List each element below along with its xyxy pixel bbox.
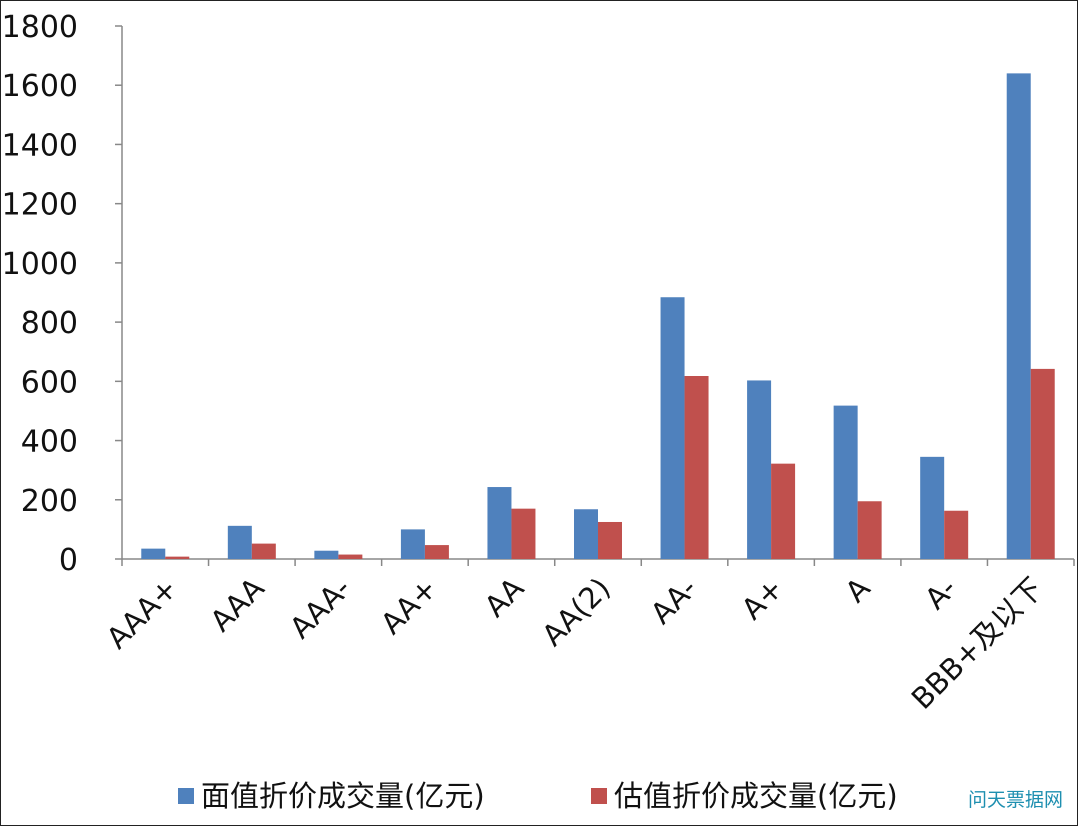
- bar-valuation-6: [684, 376, 709, 559]
- x-category-label: AA: [478, 571, 531, 624]
- x-category-label: A-: [918, 571, 963, 616]
- y-tick-label: 1000: [2, 247, 78, 282]
- bar-valuation-8: [857, 501, 882, 559]
- y-tick-labels: 0 200 400 600 800 1000 1200 1400 1600 1800: [2, 10, 78, 578]
- y-tick-label: 600: [21, 365, 78, 400]
- axes: [115, 25, 1075, 566]
- bar-face-value-2: [314, 550, 339, 559]
- y-tick-label: 800: [21, 306, 78, 341]
- bars: [141, 73, 1055, 559]
- bar-valuation-4: [511, 508, 536, 559]
- bar-valuation-1: [251, 543, 276, 559]
- bar-face-value-0: [141, 548, 166, 559]
- bar-face-value-8: [833, 405, 858, 559]
- y-tick-label: 200: [21, 484, 78, 519]
- x-category-label: AA(2): [535, 571, 617, 653]
- y-tick-label: 1800: [2, 10, 78, 45]
- bar-valuation-0: [165, 556, 190, 559]
- bar-valuation-7: [771, 463, 796, 559]
- bar-face-value-1: [227, 525, 252, 559]
- x-category-label: AAA: [203, 571, 270, 638]
- bar-face-value-10: [1006, 73, 1031, 559]
- x-category-label: A: [839, 571, 877, 609]
- y-tick-label: 0: [59, 543, 78, 578]
- bar-face-value-7: [747, 380, 772, 559]
- bar-valuation-2: [338, 554, 363, 559]
- x-category-labels: AAA+ AAA AAA- AA+ AA AA(2) AA- A+ A A-BBB+及以下: [100, 571, 1050, 716]
- x-category-label: AA+: [374, 571, 444, 641]
- legend-label-1: 估值折价成交量(亿元): [614, 779, 898, 813]
- x-category-label: A+: [735, 571, 790, 626]
- bar-valuation-9: [944, 510, 969, 559]
- bar-valuation-5: [598, 521, 622, 559]
- legend: 面值折价成交量(亿元) 估值折价成交量(亿元): [178, 779, 898, 813]
- watermark: 问天票据网: [968, 789, 1063, 811]
- bar-valuation-10: [1030, 368, 1055, 559]
- legend-swatch-0: [178, 788, 194, 804]
- bar-face-value-6: [660, 297, 685, 559]
- x-category-label: AAA-: [283, 571, 357, 645]
- y-tick-label: 1400: [2, 128, 78, 163]
- y-tick-label: 1600: [2, 69, 78, 104]
- bar-face-value-5: [574, 509, 598, 559]
- x-category-label: AA-: [644, 571, 704, 631]
- bar-face-value-4: [487, 487, 512, 559]
- y-tick-label: 400: [21, 425, 78, 460]
- bar-face-value-9: [920, 456, 945, 559]
- y-tick-label: 1200: [2, 188, 78, 223]
- legend-label-0: 面值折价成交量(亿元): [201, 779, 485, 813]
- x-category-label: AAA+: [100, 571, 184, 655]
- bar-face-value-3: [400, 529, 425, 559]
- bar-valuation-3: [424, 545, 449, 559]
- legend-swatch-1: [591, 788, 607, 804]
